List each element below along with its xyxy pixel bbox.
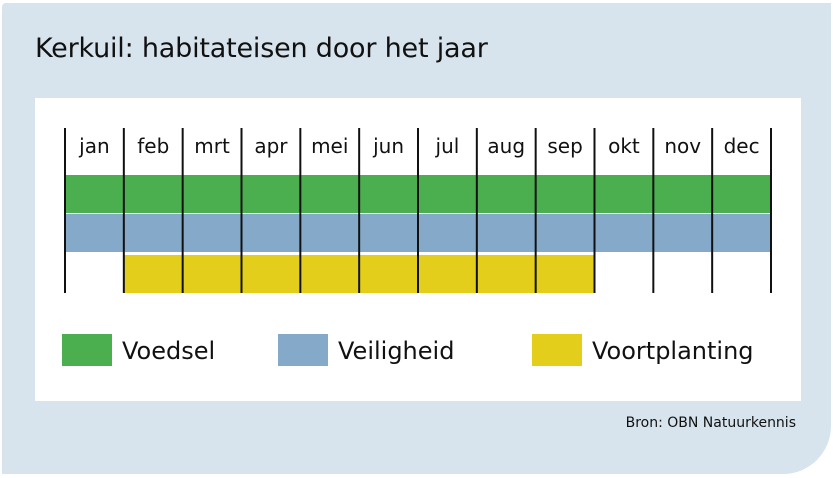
month-label-sep: sep bbox=[547, 134, 582, 158]
legend-swatch-veiligheid bbox=[278, 334, 328, 366]
month-label-dec: dec bbox=[724, 134, 760, 158]
chart-card: Kerkuil: habitateisen door het jaar jan f… bbox=[2, 3, 831, 474]
month-label-apr: apr bbox=[254, 134, 288, 158]
legend-swatch-voedsel bbox=[62, 334, 112, 366]
month-label-mrt: mrt bbox=[194, 134, 230, 158]
legend-label-veiligheid: Veiligheid bbox=[338, 337, 454, 365]
chart-panel: jan feb mrt apr mei jun jul aug sep okt nov dec Voed… bbox=[35, 98, 801, 401]
month-label-jan: jan bbox=[78, 134, 110, 158]
legend-label-voedsel: Voedsel bbox=[122, 337, 215, 365]
month-label-nov: nov bbox=[664, 134, 701, 158]
month-label-mei: mei bbox=[311, 134, 348, 158]
chart-title: Kerkuil: habitateisen door het jaar bbox=[35, 33, 488, 64]
legend-label-voortplanting: Voortplanting bbox=[592, 337, 754, 365]
month-label-feb: feb bbox=[137, 134, 169, 158]
month-label-jun: jun bbox=[372, 134, 404, 158]
month-label-aug: aug bbox=[487, 134, 525, 158]
legend-swatch-voortplanting bbox=[532, 334, 582, 366]
source-note: Bron: OBN Natuurkennis bbox=[625, 415, 796, 431]
month-label-jul: jul bbox=[435, 134, 460, 158]
month-label-okt: okt bbox=[608, 134, 640, 158]
chart-svg: jan feb mrt apr mei jun jul aug sep okt nov dec Voed… bbox=[62, 128, 772, 366]
